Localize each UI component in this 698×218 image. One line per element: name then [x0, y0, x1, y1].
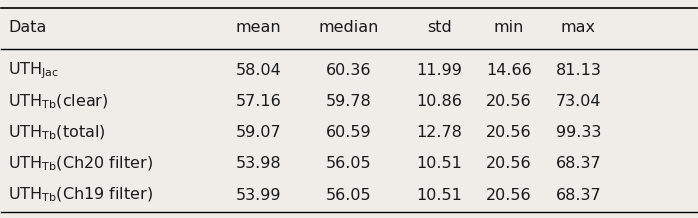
- Text: 10.51: 10.51: [417, 187, 462, 203]
- Text: Data: Data: [8, 20, 47, 35]
- Text: UTH$_{\mathrm{Tb}}$(clear): UTH$_{\mathrm{Tb}}$(clear): [8, 92, 109, 111]
- Text: max: max: [561, 20, 596, 35]
- Text: 56.05: 56.05: [326, 187, 372, 203]
- Text: std: std: [427, 20, 452, 35]
- Text: min: min: [493, 20, 524, 35]
- Text: mean: mean: [236, 20, 281, 35]
- Text: 10.86: 10.86: [417, 94, 462, 109]
- Text: 11.99: 11.99: [417, 63, 462, 78]
- Text: 20.56: 20.56: [486, 156, 532, 171]
- Text: 20.56: 20.56: [486, 187, 532, 203]
- Text: 53.99: 53.99: [236, 187, 281, 203]
- Text: UTH$_{\mathrm{Tb}}$(total): UTH$_{\mathrm{Tb}}$(total): [8, 123, 106, 142]
- Text: 68.37: 68.37: [556, 156, 601, 171]
- Text: 99.33: 99.33: [556, 125, 601, 140]
- Text: 59.78: 59.78: [326, 94, 372, 109]
- Text: 73.04: 73.04: [556, 94, 601, 109]
- Text: 60.59: 60.59: [326, 125, 372, 140]
- Text: UTH$_{\mathrm{Jac}}$: UTH$_{\mathrm{Jac}}$: [8, 60, 59, 81]
- Text: UTH$_{\mathrm{Tb}}$(Ch19 filter): UTH$_{\mathrm{Tb}}$(Ch19 filter): [8, 186, 154, 204]
- Text: 60.36: 60.36: [326, 63, 372, 78]
- Text: 53.98: 53.98: [236, 156, 281, 171]
- Text: 81.13: 81.13: [556, 63, 602, 78]
- Text: 59.07: 59.07: [236, 125, 281, 140]
- Text: median: median: [319, 20, 379, 35]
- Text: 68.37: 68.37: [556, 187, 601, 203]
- Text: 58.04: 58.04: [236, 63, 281, 78]
- Text: UTH$_{\mathrm{Tb}}$(Ch20 filter): UTH$_{\mathrm{Tb}}$(Ch20 filter): [8, 155, 154, 173]
- Text: 14.66: 14.66: [486, 63, 532, 78]
- Text: 57.16: 57.16: [236, 94, 281, 109]
- Text: 12.78: 12.78: [417, 125, 462, 140]
- Text: 20.56: 20.56: [486, 125, 532, 140]
- Text: 56.05: 56.05: [326, 156, 372, 171]
- Text: 10.51: 10.51: [417, 156, 462, 171]
- Text: 20.56: 20.56: [486, 94, 532, 109]
